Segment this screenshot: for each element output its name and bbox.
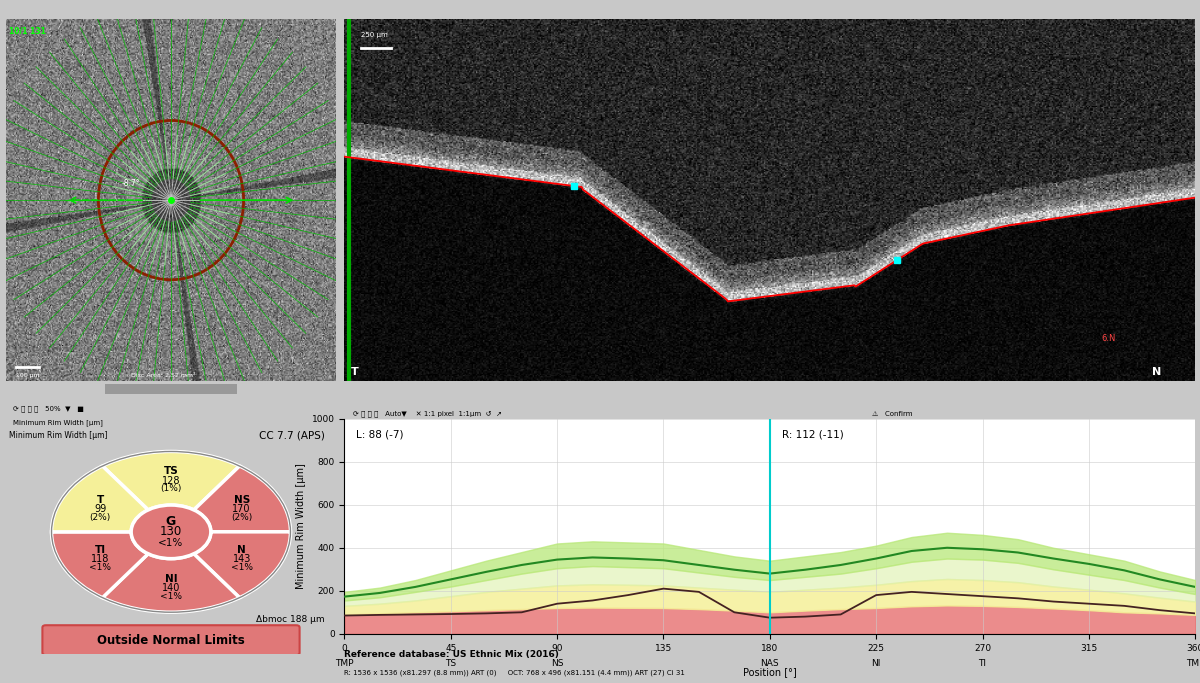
- Text: CC 7.7 (APS): CC 7.7 (APS): [259, 430, 325, 441]
- Text: 100 µm: 100 µm: [16, 374, 40, 378]
- Y-axis label: Minimum Rim Width [μm]: Minimum Rim Width [μm]: [296, 463, 306, 589]
- Text: TMP: TMP: [1186, 658, 1200, 667]
- Text: 118: 118: [91, 554, 109, 564]
- Wedge shape: [102, 554, 240, 612]
- Text: <1%: <1%: [230, 563, 253, 572]
- Text: NS: NS: [234, 495, 250, 505]
- Text: 170: 170: [233, 505, 251, 514]
- Text: -8.7°: -8.7°: [121, 179, 140, 188]
- Text: 10/1 131: 10/1 131: [10, 27, 46, 36]
- Text: TS: TS: [163, 466, 179, 476]
- Text: Reference database: US Ethnic Mix (2016): Reference database: US Ethnic Mix (2016): [344, 650, 559, 659]
- FancyBboxPatch shape: [42, 625, 300, 655]
- Text: NI: NI: [871, 658, 881, 667]
- Text: <1%: <1%: [158, 538, 184, 548]
- Text: N: N: [1152, 367, 1162, 376]
- Text: NI: NI: [164, 574, 178, 583]
- Wedge shape: [194, 466, 290, 532]
- Text: Position [°]: Position [°]: [743, 667, 797, 677]
- Text: (2%): (2%): [232, 514, 252, 522]
- Text: 130: 130: [160, 525, 182, 538]
- Text: Minimum Rim Width [µm]: Minimum Rim Width [µm]: [12, 419, 102, 426]
- Circle shape: [131, 505, 211, 559]
- Text: ⟳ 🔍 🔍 🔍   50%  ▼   ■: ⟳ 🔍 🔍 🔍 50% ▼ ■: [12, 406, 84, 413]
- Text: <1%: <1%: [89, 563, 112, 572]
- Text: 143: 143: [233, 554, 251, 564]
- Text: R: 112 (-11): R: 112 (-11): [781, 430, 844, 439]
- Text: T: T: [97, 495, 104, 505]
- Text: NS: NS: [551, 658, 563, 667]
- Text: TS: TS: [445, 658, 456, 667]
- Text: L: 88 (-7): L: 88 (-7): [356, 430, 403, 439]
- Text: TMP: TMP: [335, 658, 354, 667]
- Text: TI: TI: [978, 658, 986, 667]
- Text: G: G: [166, 516, 176, 529]
- Text: Minimum Rim Width [µm]: Minimum Rim Width [µm]: [10, 432, 108, 441]
- Text: Disc Area: 2.52 mm²: Disc Area: 2.52 mm²: [131, 374, 196, 378]
- Text: 128: 128: [162, 475, 180, 486]
- Text: ⟳ 🔍 🔍 🔍   Auto▼    ✕ 1:1 pixel  1:1µm  ↺  ↗: ⟳ 🔍 🔍 🔍 Auto▼ ✕ 1:1 pixel 1:1µm ↺ ↗: [353, 410, 502, 417]
- Text: Δbmoc 188 μm: Δbmoc 188 μm: [256, 615, 325, 624]
- Text: N: N: [238, 545, 246, 555]
- Text: 99: 99: [95, 505, 107, 514]
- Wedge shape: [102, 451, 240, 510]
- Text: 6.N: 6.N: [1102, 334, 1116, 344]
- Text: T: T: [352, 367, 359, 376]
- Text: NAS: NAS: [761, 658, 779, 667]
- Text: 250 µm: 250 µm: [361, 32, 388, 38]
- Wedge shape: [52, 466, 148, 532]
- Text: (1%): (1%): [161, 484, 181, 494]
- Text: ⚠   Confirm: ⚠ Confirm: [872, 410, 912, 417]
- Text: Outside Normal Limits: Outside Normal Limits: [97, 634, 245, 647]
- Text: (2%): (2%): [90, 514, 110, 522]
- Wedge shape: [52, 532, 148, 598]
- Text: TI: TI: [95, 545, 106, 555]
- Bar: [106, 384, 236, 393]
- Text: <1%: <1%: [160, 591, 182, 600]
- Text: R: 1536 x 1536 (x81.297 (8.8 mm)) ART (0)     OCT: 768 x 496 (x81.151 (4.4 mm)) : R: 1536 x 1536 (x81.297 (8.8 mm)) ART (0…: [344, 670, 685, 676]
- Wedge shape: [194, 532, 290, 598]
- Text: 140: 140: [162, 583, 180, 593]
